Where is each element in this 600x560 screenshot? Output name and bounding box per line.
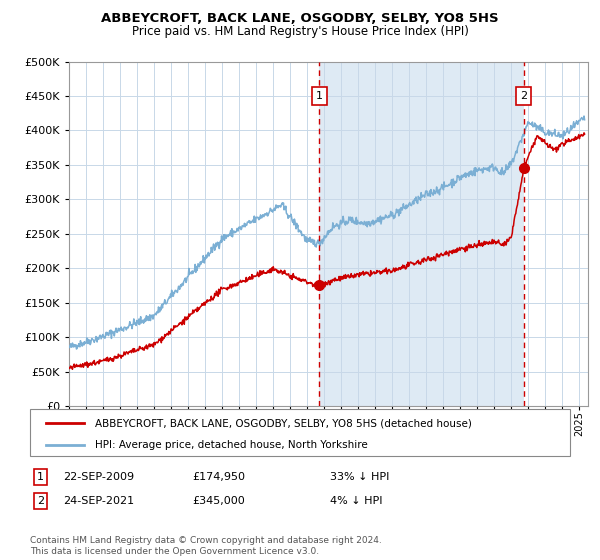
FancyBboxPatch shape bbox=[30, 409, 570, 456]
Bar bbox=[319, 62, 524, 406]
Text: £174,950: £174,950 bbox=[192, 472, 245, 482]
Text: 2: 2 bbox=[37, 496, 44, 506]
Text: 33% ↓ HPI: 33% ↓ HPI bbox=[330, 472, 389, 482]
Text: HPI: Average price, detached house, North Yorkshire: HPI: Average price, detached house, Nort… bbox=[95, 440, 368, 450]
Text: 24-SEP-2021: 24-SEP-2021 bbox=[63, 496, 134, 506]
Text: 2: 2 bbox=[520, 91, 527, 101]
Text: 1: 1 bbox=[316, 91, 323, 101]
Text: 22-SEP-2009: 22-SEP-2009 bbox=[63, 472, 134, 482]
Text: ABBEYCROFT, BACK LANE, OSGODBY, SELBY, YO8 5HS (detached house): ABBEYCROFT, BACK LANE, OSGODBY, SELBY, Y… bbox=[95, 418, 472, 428]
Text: Contains HM Land Registry data © Crown copyright and database right 2024.
This d: Contains HM Land Registry data © Crown c… bbox=[30, 536, 382, 556]
Text: ABBEYCROFT, BACK LANE, OSGODBY, SELBY, YO8 5HS: ABBEYCROFT, BACK LANE, OSGODBY, SELBY, Y… bbox=[101, 12, 499, 25]
Text: 4% ↓ HPI: 4% ↓ HPI bbox=[330, 496, 383, 506]
Text: 1: 1 bbox=[37, 472, 44, 482]
Text: Price paid vs. HM Land Registry's House Price Index (HPI): Price paid vs. HM Land Registry's House … bbox=[131, 25, 469, 38]
Text: £345,000: £345,000 bbox=[192, 496, 245, 506]
